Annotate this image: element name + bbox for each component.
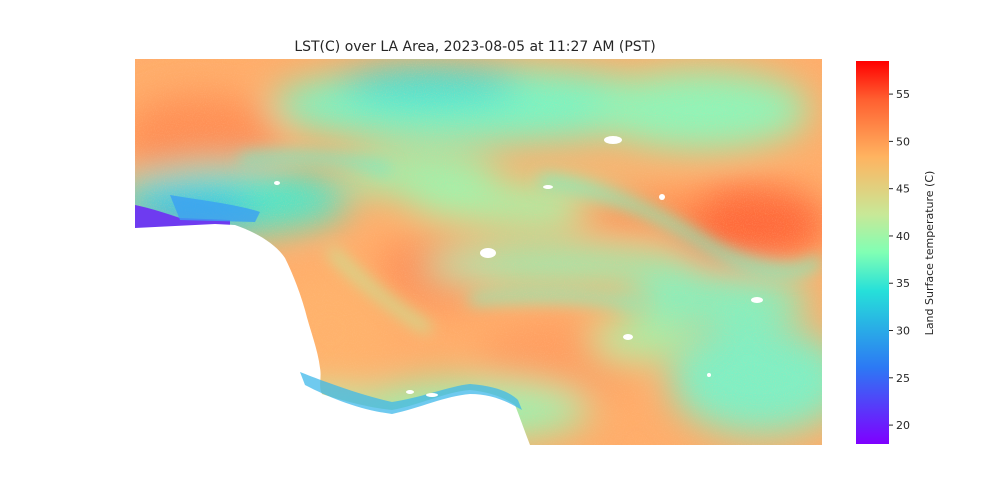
colorbar-ticks: 20 25 30 35 40 45 50 55 (889, 88, 910, 432)
colorbar-tick-label: 35 (896, 277, 910, 290)
colorbar-tick-label: 30 (896, 325, 910, 338)
colorbar-tick-label: 55 (896, 88, 910, 101)
colorbar-tick-label: 45 (896, 183, 910, 196)
colorbar-ramp (856, 61, 889, 444)
coastal-cold-strip (135, 205, 230, 230)
colorbar-tick-label: 40 (896, 230, 910, 243)
water-bodies (274, 136, 763, 397)
colorbar-tick-label: 50 (896, 135, 910, 148)
chart-title: LST(C) over LA Area, 2023-08-05 at 11:27… (294, 39, 655, 55)
colorbar-tick-label: 25 (896, 372, 910, 385)
colorbar-label: Land Surface temperature (C) (923, 171, 936, 336)
southern-coast-cool (300, 372, 522, 414)
coastal-cool-strip (170, 195, 260, 222)
colorbar-tick-label: 20 (896, 419, 910, 432)
heatmap-area (135, 59, 822, 445)
colorbar: 20 25 30 35 40 45 50 55 Land Surface temperatur… (856, 61, 936, 444)
ocean-no-data (135, 224, 530, 445)
